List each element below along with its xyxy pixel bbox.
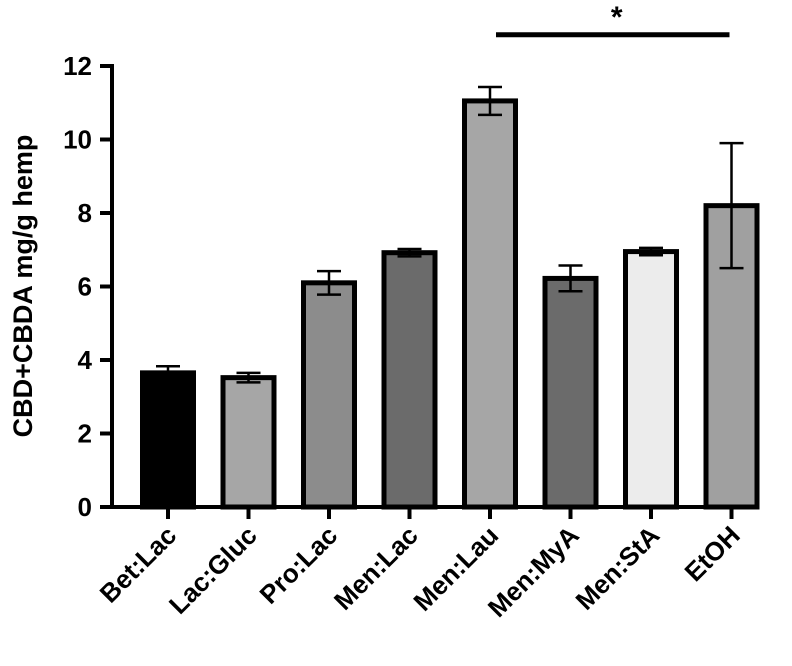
bar-men-lau <box>462 98 518 510</box>
x-tick-label: EtOH <box>679 520 746 587</box>
y-axis-label: CBD+CBDA mg/g hemp <box>8 135 38 438</box>
y-tick-label: 12 <box>63 51 92 81</box>
y-tick-label: 6 <box>78 272 92 302</box>
bar-lac-gluc <box>220 375 277 510</box>
bar-bet-lac <box>140 370 196 510</box>
plot-area: 024681012Bet:LacLac:GlucPro:LacMen:LacMe… <box>63 1 760 623</box>
bar-pro-lac <box>301 280 357 510</box>
significance-label: * <box>611 1 623 34</box>
bar-men-lac <box>381 250 438 510</box>
x-tick-label: Men:StA <box>569 520 665 616</box>
x-tick-label: Lac:Gluc <box>163 520 263 620</box>
y-tick-label: 4 <box>78 345 93 375</box>
y-tick-label: 8 <box>78 198 92 228</box>
bar-men-mya <box>542 275 599 510</box>
x-tick-label: Men:Lac <box>328 520 424 616</box>
y-tick-label: 2 <box>78 419 92 449</box>
y-tick-label: 10 <box>63 125 92 155</box>
y-tick-label: 0 <box>78 492 92 522</box>
bar-men-sta <box>623 249 679 510</box>
